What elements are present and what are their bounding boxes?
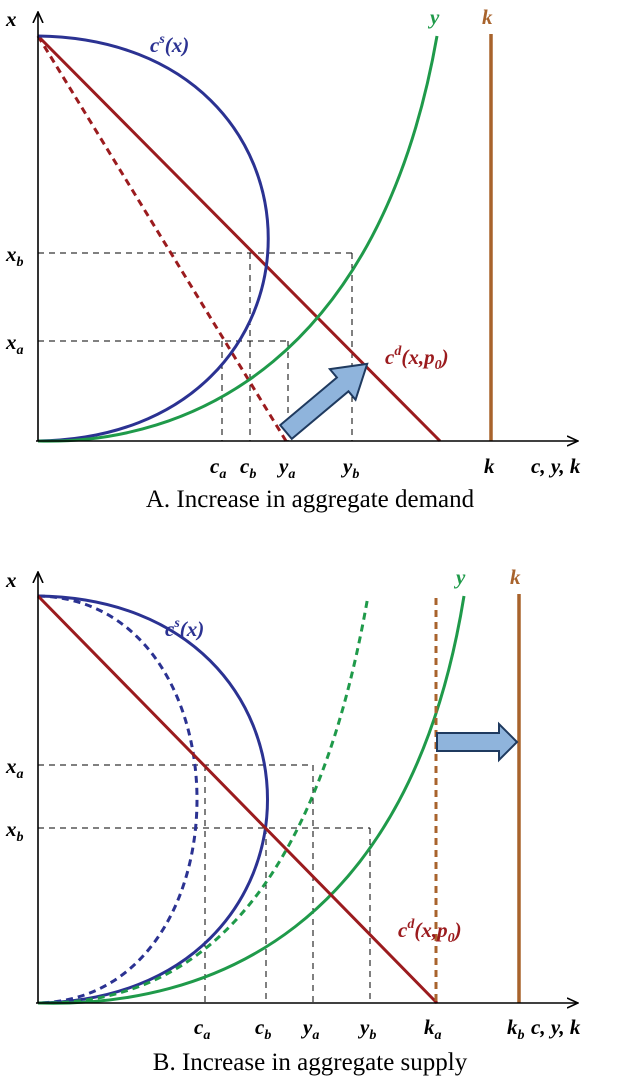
supply-curve bbox=[37, 34, 270, 443]
supply-curve bbox=[37, 594, 269, 1005]
panel-b-capital-label: k bbox=[510, 565, 521, 589]
panel-b-tick-ya: ya bbox=[300, 1015, 319, 1043]
panel-a-tick-yb: yb bbox=[340, 454, 359, 482]
panel-a-tick-ca: ca bbox=[210, 454, 226, 482]
panel-a-demand-label: cd(x,p0) bbox=[385, 344, 449, 373]
panel-b: x c, y, k cs(x) cd(x,p0) y k xa xb ca cb… bbox=[5, 565, 581, 1076]
panel-a-supply-label: cs(x) bbox=[150, 32, 189, 57]
capital-shift-arrow bbox=[436, 721, 519, 763]
panel-a-guides bbox=[38, 252, 353, 441]
demand-shift-arrow bbox=[278, 362, 369, 441]
panel-a-x-axis-label: c, y, k bbox=[531, 454, 581, 478]
panel-b-supply-label: cs(x) bbox=[165, 616, 204, 641]
panel-a-tick-k: k bbox=[484, 454, 495, 478]
panel-b-tick-cb: cb bbox=[255, 1015, 271, 1043]
demand-curve bbox=[36, 34, 442, 443]
panel-b-tick-ca: ca bbox=[194, 1015, 210, 1043]
panel-b-tick-kb: kb bbox=[507, 1015, 525, 1043]
panel-b-caption: B. Increase in aggregate supply bbox=[153, 1049, 468, 1076]
panel-a-tick-xb: xb bbox=[5, 242, 24, 270]
panel-b-tick-yb: yb bbox=[357, 1015, 376, 1043]
panel-b-tick-xb: xb bbox=[5, 817, 24, 845]
panel-b-y-axis-label: x bbox=[5, 568, 17, 592]
panel-a-tick-cb: cb bbox=[240, 454, 256, 482]
panel-b-output-label: y bbox=[453, 565, 466, 589]
demand-curve bbox=[36, 594, 439, 1005]
supply-curve-dashed-old bbox=[37, 594, 199, 1005]
panel-a: x c, y, k cs(x) cd(x,p0) y k xb xa ca cb… bbox=[5, 5, 581, 513]
output-curve bbox=[37, 35, 439, 443]
panel-a-output-label: y bbox=[427, 5, 440, 29]
panel-a-y-axis-label: x bbox=[5, 7, 17, 31]
panel-b-tick-ka: ka bbox=[424, 1015, 442, 1043]
panel-b-demand-label: cd(x,p0) bbox=[398, 917, 462, 946]
output-curve-dashed-old bbox=[37, 595, 370, 1005]
panel-b-x-axis-label: c, y, k bbox=[531, 1015, 581, 1039]
panel-a-tick-xa: xa bbox=[5, 330, 24, 358]
panel-a-tick-ya: ya bbox=[276, 454, 295, 482]
panel-a-capital-label: k bbox=[482, 5, 493, 29]
panel-b-tick-xa: xa bbox=[5, 754, 24, 782]
panel-b-guides bbox=[38, 764, 371, 1003]
output-curve bbox=[37, 595, 466, 1005]
panel-a-caption: A. Increase in aggregate demand bbox=[146, 486, 475, 513]
